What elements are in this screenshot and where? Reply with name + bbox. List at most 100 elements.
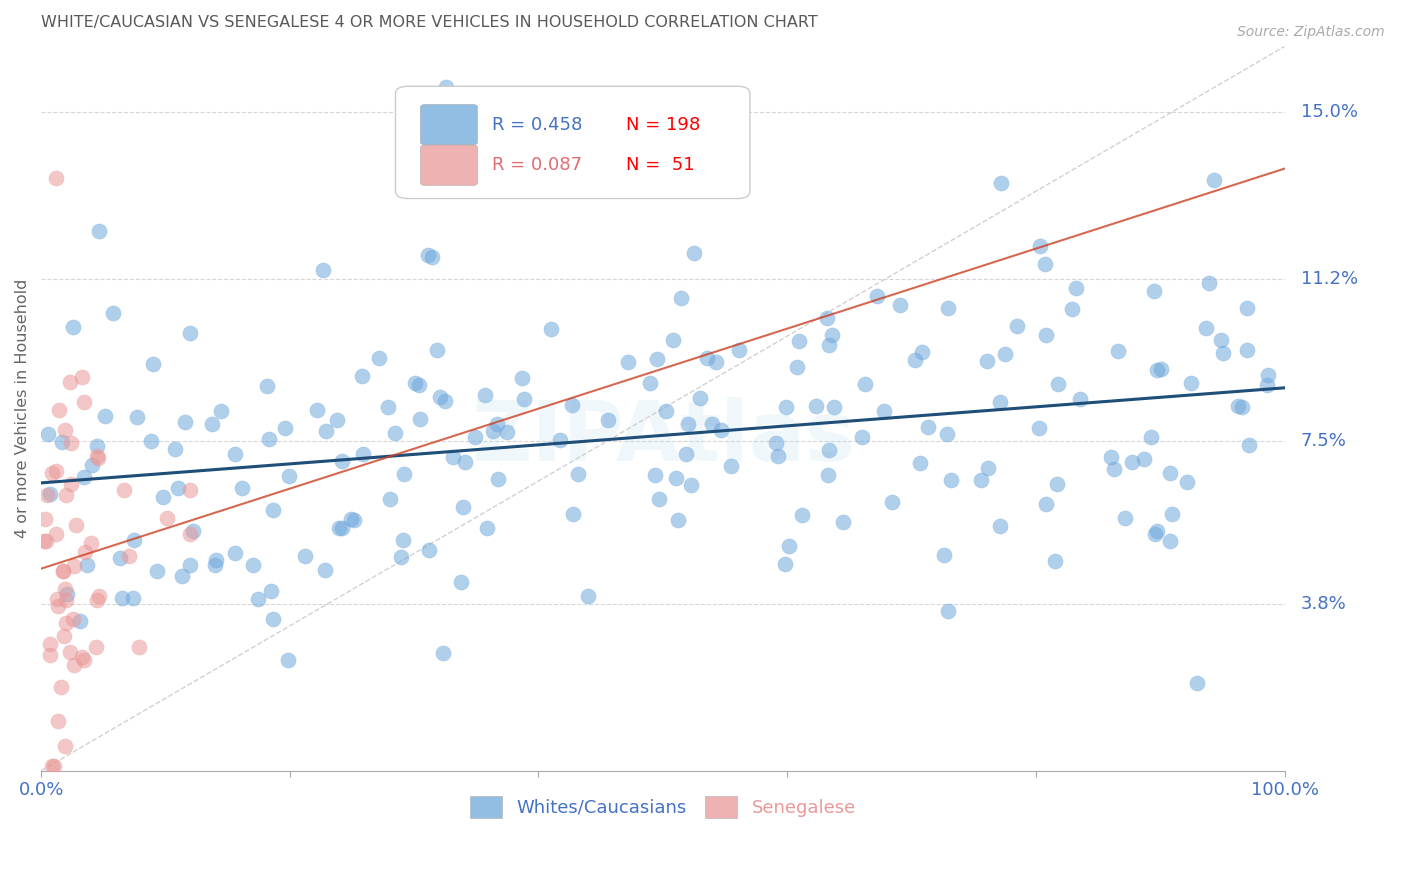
Point [122, 533, 145, 548]
Point [420, 250, 443, 264]
Point [73, 545, 96, 559]
Point [179, 483, 201, 497]
Point [87, 224, 110, 238]
Point [38, 637, 60, 651]
Point [416, 248, 439, 262]
FancyBboxPatch shape [420, 145, 478, 186]
Point [277, 653, 299, 667]
Point [669, 291, 692, 305]
Point [475, 521, 498, 535]
Point [432, 646, 454, 660]
Point [450, 574, 472, 589]
Point [561, 398, 583, 412]
Point [648, 492, 671, 507]
Point [872, 403, 894, 417]
Point [988, 519, 1011, 533]
Point [817, 467, 839, 482]
Point [86, 449, 108, 463]
Point [1198, 276, 1220, 290]
Point [1035, 327, 1057, 342]
Point [617, 354, 640, 368]
Point [1007, 319, 1029, 334]
Text: N =  51: N = 51 [626, 156, 695, 174]
Text: 11.2%: 11.2% [1301, 270, 1358, 288]
Point [55, 616, 77, 631]
Point [941, 473, 963, 487]
Point [969, 473, 991, 487]
Point [441, 450, 464, 465]
Point [167, 481, 190, 495]
Point [46, 591, 69, 606]
Point [70, 370, 93, 384]
Point [889, 298, 911, 312]
Text: 3.8%: 3.8% [1301, 595, 1347, 613]
Point [815, 311, 838, 326]
Point [1150, 362, 1173, 376]
Point [257, 433, 280, 447]
Point [41, 466, 63, 480]
Point [644, 467, 666, 482]
Point [1202, 173, 1225, 187]
Point [700, 417, 723, 431]
Point [821, 328, 844, 343]
Text: 7.5%: 7.5% [1301, 433, 1347, 450]
Text: WHITE/CAUCASIAN VS SENEGALESE 4 OR MORE VEHICLES IN HOUSEHOLD CORRELATION CHART: WHITE/CAUCASIAN VS SENEGALESE 4 OR MORE … [41, 15, 818, 30]
Point [224, 546, 246, 560]
Point [485, 417, 508, 432]
Text: 15.0%: 15.0% [1301, 103, 1358, 121]
Point [76, 558, 98, 572]
Point [179, 526, 201, 541]
Point [994, 346, 1017, 360]
Point [495, 425, 517, 440]
Point [832, 515, 855, 529]
Point [128, 640, 150, 654]
Point [936, 301, 959, 315]
Point [409, 412, 432, 426]
Point [1239, 438, 1261, 452]
Point [408, 378, 430, 392]
Point [307, 403, 329, 417]
Point [1209, 333, 1232, 347]
Point [142, 357, 165, 371]
Point [936, 604, 959, 618]
FancyBboxPatch shape [395, 87, 749, 199]
Point [1133, 452, 1156, 467]
Point [804, 399, 827, 413]
Point [45, 526, 67, 541]
Point [434, 79, 457, 94]
Point [89, 590, 111, 604]
Point [454, 455, 477, 469]
Point [55, 593, 77, 607]
Point [1212, 346, 1234, 360]
Point [94, 409, 117, 424]
Point [1060, 301, 1083, 316]
Point [41, 759, 63, 773]
Point [315, 424, 337, 438]
Point [69, 614, 91, 628]
Point [62, 319, 84, 334]
Point [80, 458, 103, 473]
Point [1236, 301, 1258, 315]
Point [682, 246, 704, 260]
Point [786, 360, 808, 375]
Point [352, 447, 374, 461]
Point [720, 459, 742, 474]
Point [1185, 676, 1208, 690]
Point [404, 376, 426, 390]
Point [260, 584, 283, 599]
Point [392, 533, 415, 548]
Y-axis label: 4 or more Vehicles in Household: 4 or more Vehicles in Household [15, 279, 30, 538]
Point [51, 434, 73, 449]
Point [464, 430, 486, 444]
Point [389, 550, 412, 565]
Point [766, 449, 789, 463]
Point [367, 351, 389, 366]
Point [1107, 344, 1129, 359]
Point [48, 403, 70, 417]
Point [598, 413, 620, 427]
Point [778, 539, 800, 553]
Point [179, 326, 201, 340]
Point [1226, 399, 1249, 413]
Point [112, 483, 135, 498]
Point [59, 477, 82, 491]
